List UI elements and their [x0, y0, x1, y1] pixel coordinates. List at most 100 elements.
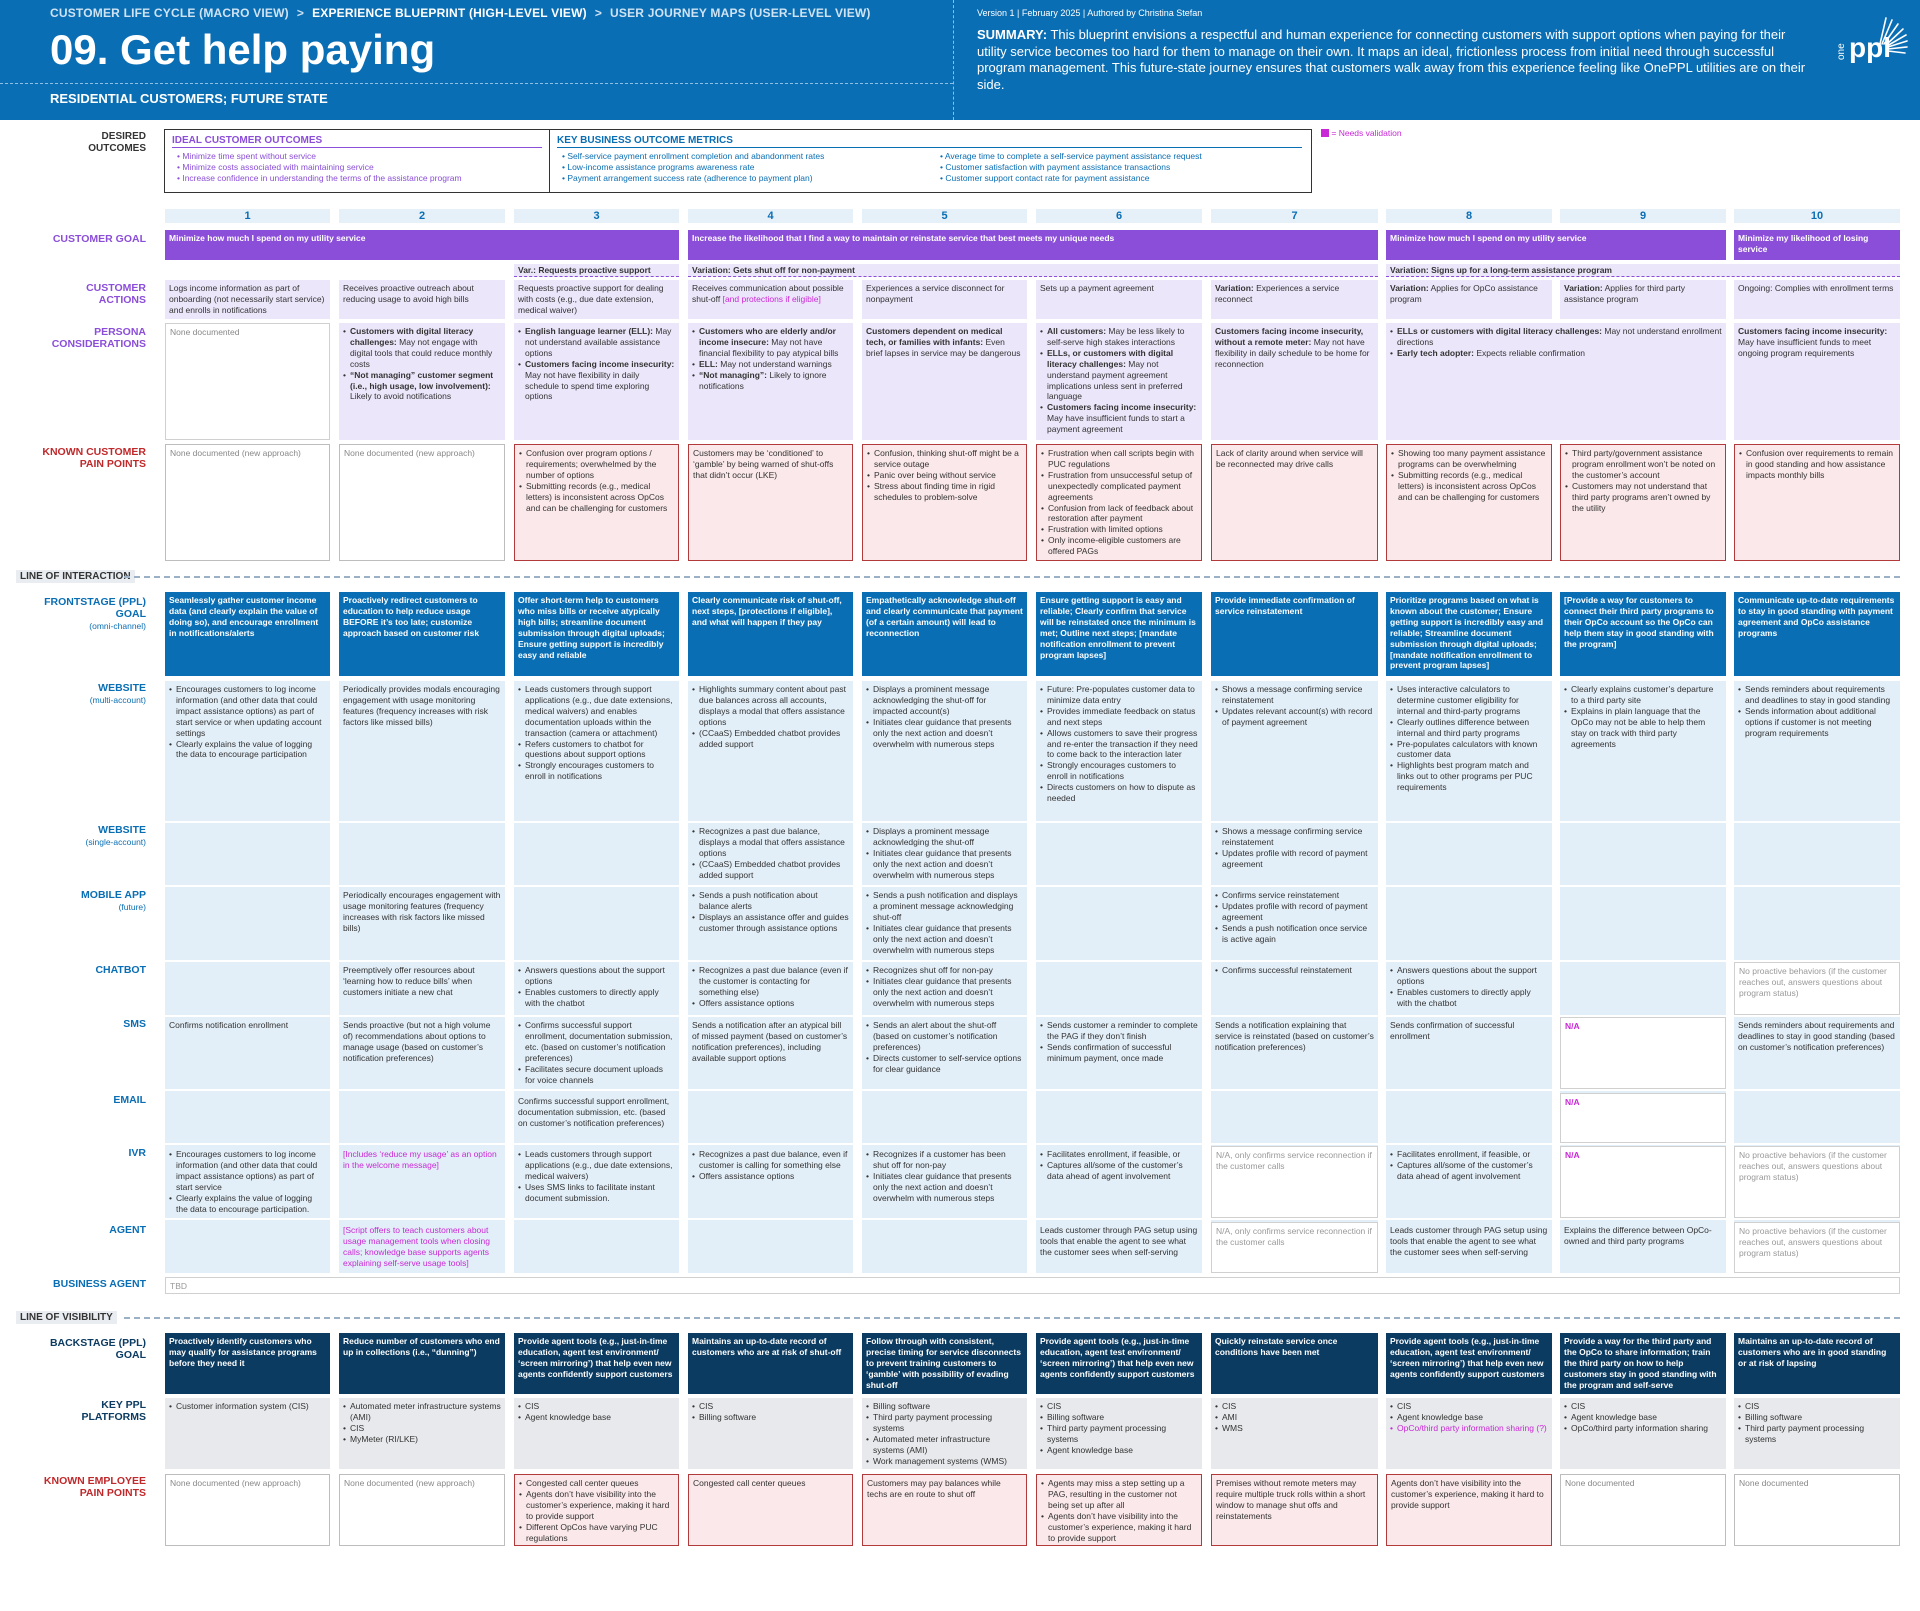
- ivr-6: Facilitates enrollment, if feasible, orC…: [1036, 1146, 1202, 1218]
- column-number: 9: [1560, 209, 1726, 223]
- crumb-macro[interactable]: CUSTOMER LIFE CYCLE (MACRO VIEW): [50, 6, 289, 20]
- version-meta: Version 1 | February 2025 | Authored by …: [977, 8, 1203, 18]
- page-title: 09. Get help paying: [50, 26, 436, 73]
- channel-column-bg: [339, 681, 505, 1273]
- column-number: 6: [1036, 209, 1202, 223]
- persona-3: English language learner (ELL): May not …: [514, 323, 679, 440]
- customer-goal-4: Minimize my likelihood of losing service: [1734, 230, 1900, 260]
- sms-1: Confirms notification enrollment: [169, 1020, 289, 1030]
- variation-label: Var.: Requests proactive support: [514, 264, 679, 277]
- ivr-7: N/A, only confirms service reconnection …: [1211, 1146, 1378, 1218]
- platforms-7: CISAMIWMS: [1211, 1398, 1378, 1469]
- label-business-agent: BUSINESS AGENT: [53, 1278, 146, 1290]
- label-sms: SMS: [123, 1018, 146, 1030]
- platforms-2: Automated meter infrastructure systems (…: [339, 1398, 505, 1469]
- platforms-9: CISAgent knowledge baseOpCo/third party …: [1560, 1398, 1726, 1469]
- ivr-1: Encourages customers to log income infor…: [165, 1146, 330, 1218]
- customer-action-10: Ongoing: Complies with enrollment terms: [1734, 280, 1900, 319]
- chatbot-3: Answers questions about the support opti…: [514, 962, 679, 1015]
- platforms-5: Billing softwareThird party payment proc…: [862, 1398, 1027, 1469]
- frontstage-goal-10: Communicate up-to-date requirements to s…: [1734, 592, 1900, 676]
- emp-pain-6: Agents may miss a step setting up a PAG,…: [1036, 1474, 1202, 1546]
- website-single-4: Recognizes a past due balance, displays …: [688, 823, 853, 885]
- divider: [165, 960, 1900, 962]
- website-8: Uses interactive calculators to determin…: [1386, 681, 1552, 821]
- website-9: Clearly explains customer’s departure to…: [1560, 681, 1726, 821]
- ivr-4: Recognizes a past due balance, even if c…: [688, 1146, 853, 1218]
- chatbot-4: Recognizes a past due balance (even if t…: [688, 962, 853, 1015]
- ivr-8: Facilitates enrollment, if feasible, orC…: [1386, 1146, 1552, 1218]
- column-number: 4: [688, 209, 853, 223]
- agent-7: N/A, only confirms service reconnection …: [1211, 1222, 1378, 1273]
- agent-2: [Script offers to teach customers about …: [343, 1225, 490, 1268]
- backstage-goal-9: Provide a way for the third party and th…: [1560, 1333, 1726, 1394]
- persona-7: Customers facing income insecurity, with…: [1211, 323, 1378, 440]
- pain-6: Frustration when call scripts begin with…: [1036, 444, 1202, 561]
- ivr-9: N/A: [1560, 1146, 1726, 1218]
- email-3: Confirms successful support enrollment, …: [518, 1096, 670, 1128]
- backstage-goal-8: Provide agent tools (e.g., just-in-time …: [1386, 1333, 1552, 1394]
- backstage-goal-2: Reduce number of customers who end up in…: [339, 1333, 505, 1394]
- agent-10: No proactive behaviors (if the customer …: [1734, 1222, 1900, 1273]
- frontstage-goal-3: Offer short-term help to customers who m…: [514, 592, 679, 676]
- summary: SUMMARY: This blueprint envisions a resp…: [977, 27, 1817, 93]
- divider: [0, 83, 953, 84]
- backstage-goal-1: Proactively identify customers who may q…: [165, 1333, 330, 1394]
- ppl-logo: one ppl: [1836, 14, 1908, 78]
- list-item: • Low-income assistance programs awarene…: [562, 162, 755, 172]
- platforms-3: CISAgent knowledge base: [514, 1398, 679, 1469]
- customer-action-6: Sets up a payment agreement: [1036, 280, 1202, 319]
- ppl-sunburst-icon: [1879, 17, 1908, 54]
- business-agent-row: TBD: [165, 1277, 1900, 1294]
- emp-pain-3: Congested call center queuesAgents don’t…: [514, 1474, 679, 1546]
- label-employee-pain: KNOWN EMPLOYEE PAIN POINTS: [43, 1475, 146, 1499]
- metrics-title: KEY BUSINESS OUTCOME METRICS: [557, 135, 1302, 148]
- summary-label: SUMMARY:: [977, 27, 1048, 42]
- crumb-journey[interactable]: USER JOURNEY MAPS (USER-LEVEL VIEW): [610, 6, 871, 20]
- pain-3: Confusion over program options / require…: [514, 444, 679, 561]
- ivr-2: [Includes ‘reduce my usage’ as an option…: [343, 1149, 497, 1170]
- mobile-2: Periodically encourages engagement with …: [343, 890, 501, 933]
- label-platforms: KEY PPL PLATFORMS: [81, 1399, 146, 1423]
- column-number: 7: [1211, 209, 1378, 223]
- platforms-1: Customer information system (CIS): [165, 1398, 330, 1469]
- website-5: Displays a prominent message acknowledgi…: [862, 681, 1027, 821]
- label-frontstage: FRONTSTAGE (PPL) GOAL (omni-channel): [44, 596, 146, 631]
- column-number: 3: [514, 209, 679, 223]
- pain-2: None documented (new approach): [339, 444, 505, 561]
- persona-6: All customers: May be less likely to sel…: [1036, 323, 1202, 440]
- frontstage-goal-5: Empathetically acknowledge shut-off and …: [862, 592, 1027, 676]
- frontstage-goal-2: Proactively redirect customers to educat…: [339, 592, 505, 676]
- email-9: N/A: [1560, 1093, 1726, 1143]
- emp-pain-9: None documented: [1560, 1474, 1726, 1546]
- frontstage-goal-7: Provide immediate confirmation of servic…: [1211, 592, 1378, 676]
- agent-6: Leads customer through PAG setup using t…: [1040, 1225, 1198, 1257]
- ideal-outcomes-title: IDEAL CUSTOMER OUTCOMES: [172, 135, 542, 148]
- pain-7: Lack of clarity around when service will…: [1211, 444, 1378, 561]
- crumb-blueprint[interactable]: EXPERIENCE BLUEPRINT (HIGH-LEVEL VIEW): [312, 6, 587, 20]
- backstage-goal-6: Provide agent tools (e.g., just-in-time …: [1036, 1333, 1202, 1394]
- divider: [953, 0, 954, 120]
- website-4: Highlights summary content about past du…: [688, 681, 853, 821]
- customer-action-5: Experiences a service disconnect for non…: [862, 280, 1027, 319]
- website-1: Encourages customers to log income infor…: [165, 681, 330, 821]
- website-3: Leads customers through support applicat…: [514, 681, 679, 821]
- sms-9: N/A: [1560, 1017, 1726, 1089]
- variation-label: Variation: Signs up for a long-term assi…: [1386, 264, 1900, 277]
- chatbot-7: Confirms successful reinstatement: [1211, 962, 1378, 1015]
- variation-label: Variation: Gets shut off for non-payment: [688, 264, 1378, 277]
- ivr-3: Leads customers through support applicat…: [514, 1146, 679, 1218]
- emp-pain-1: None documented (new approach): [165, 1474, 330, 1546]
- outcomes-box: IDEAL CUSTOMER OUTCOMES • Minimize time …: [164, 129, 1312, 193]
- desired-outcomes-label: DESIRED OUTCOMES: [88, 131, 146, 154]
- sms-6: Sends customer a reminder to complete th…: [1036, 1017, 1202, 1089]
- header-banner: CUSTOMER LIFE CYCLE (MACRO VIEW) > EXPERIE…: [0, 0, 1920, 120]
- customer-goal-1: Minimize how much I spend on my utility …: [165, 230, 679, 260]
- breadcrumb: CUSTOMER LIFE CYCLE (MACRO VIEW) > EXPERIE…: [50, 6, 871, 20]
- chatbot-5: Recognizes shut off for non-payInitiates…: [862, 962, 1027, 1015]
- platforms-6: CISBilling softwareThird party payment p…: [1036, 1398, 1202, 1469]
- chatbot-2: Preemptively offer resources about ‘lear…: [343, 965, 475, 997]
- emp-pain-8: Agents don’t have visibility into the cu…: [1386, 1474, 1552, 1546]
- line-of-interaction-label: LINE OF INTERACTION: [16, 570, 135, 583]
- pain-10: Confusion over requirements to remain in…: [1734, 444, 1900, 561]
